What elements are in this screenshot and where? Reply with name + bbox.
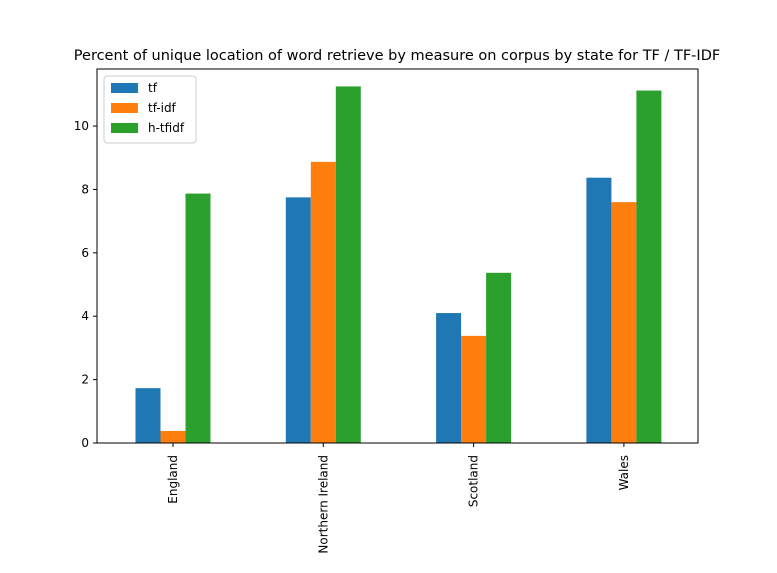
bar-h-tfidf-england bbox=[185, 193, 211, 443]
legend-label-tf-idf: tf-idf bbox=[148, 101, 177, 115]
bar-tf-idf-england bbox=[160, 430, 186, 443]
bar-tf-england bbox=[135, 388, 161, 443]
plot-frame bbox=[96, 68, 699, 444]
bar-tf-scotland bbox=[436, 313, 462, 443]
legend-label-h-tfidf: h-tfidf bbox=[148, 121, 185, 135]
legend-swatch-tf-idf bbox=[111, 103, 138, 113]
legend: tf tf-idf h-tfidf bbox=[103, 75, 197, 144]
bar-tf-northern-ireland bbox=[285, 197, 311, 443]
bar-h-tfidf-wales bbox=[636, 90, 662, 443]
legend-label-tf: tf bbox=[148, 81, 158, 95]
x-tick-label: Northern Ireland bbox=[316, 455, 330, 554]
bar-tf-idf-wales bbox=[611, 202, 637, 443]
bar-h-tfidf-northern-ireland bbox=[335, 86, 361, 444]
bar-tf-idf-northern-ireland bbox=[310, 161, 336, 444]
x-tick-label: Scotland bbox=[467, 455, 481, 507]
x-tick-label: Wales bbox=[617, 455, 631, 490]
y-tick-label: 8 bbox=[81, 182, 89, 196]
y-tick-label: 2 bbox=[81, 373, 89, 387]
bar-tf-idf-scotland bbox=[461, 335, 487, 443]
chart-title: Percent of unique location of word retri… bbox=[74, 48, 720, 64]
legend-swatch-tf bbox=[111, 83, 138, 93]
bar-h-tfidf-scotland bbox=[486, 272, 512, 443]
x-axis: England Northern Ireland Scotland Wales bbox=[166, 443, 631, 554]
x-tick-label: England bbox=[166, 455, 180, 504]
y-tick-label: 10 bbox=[74, 119, 89, 133]
y-axis: 0 2 4 6 8 10 bbox=[74, 119, 97, 450]
y-tick-label: 6 bbox=[81, 246, 89, 260]
plot-area bbox=[96, 68, 699, 444]
y-tick-label: 0 bbox=[81, 436, 89, 450]
bar-tf-wales bbox=[586, 177, 612, 443]
legend-swatch-h-tfidf bbox=[111, 123, 138, 133]
y-tick-label: 4 bbox=[81, 309, 89, 323]
